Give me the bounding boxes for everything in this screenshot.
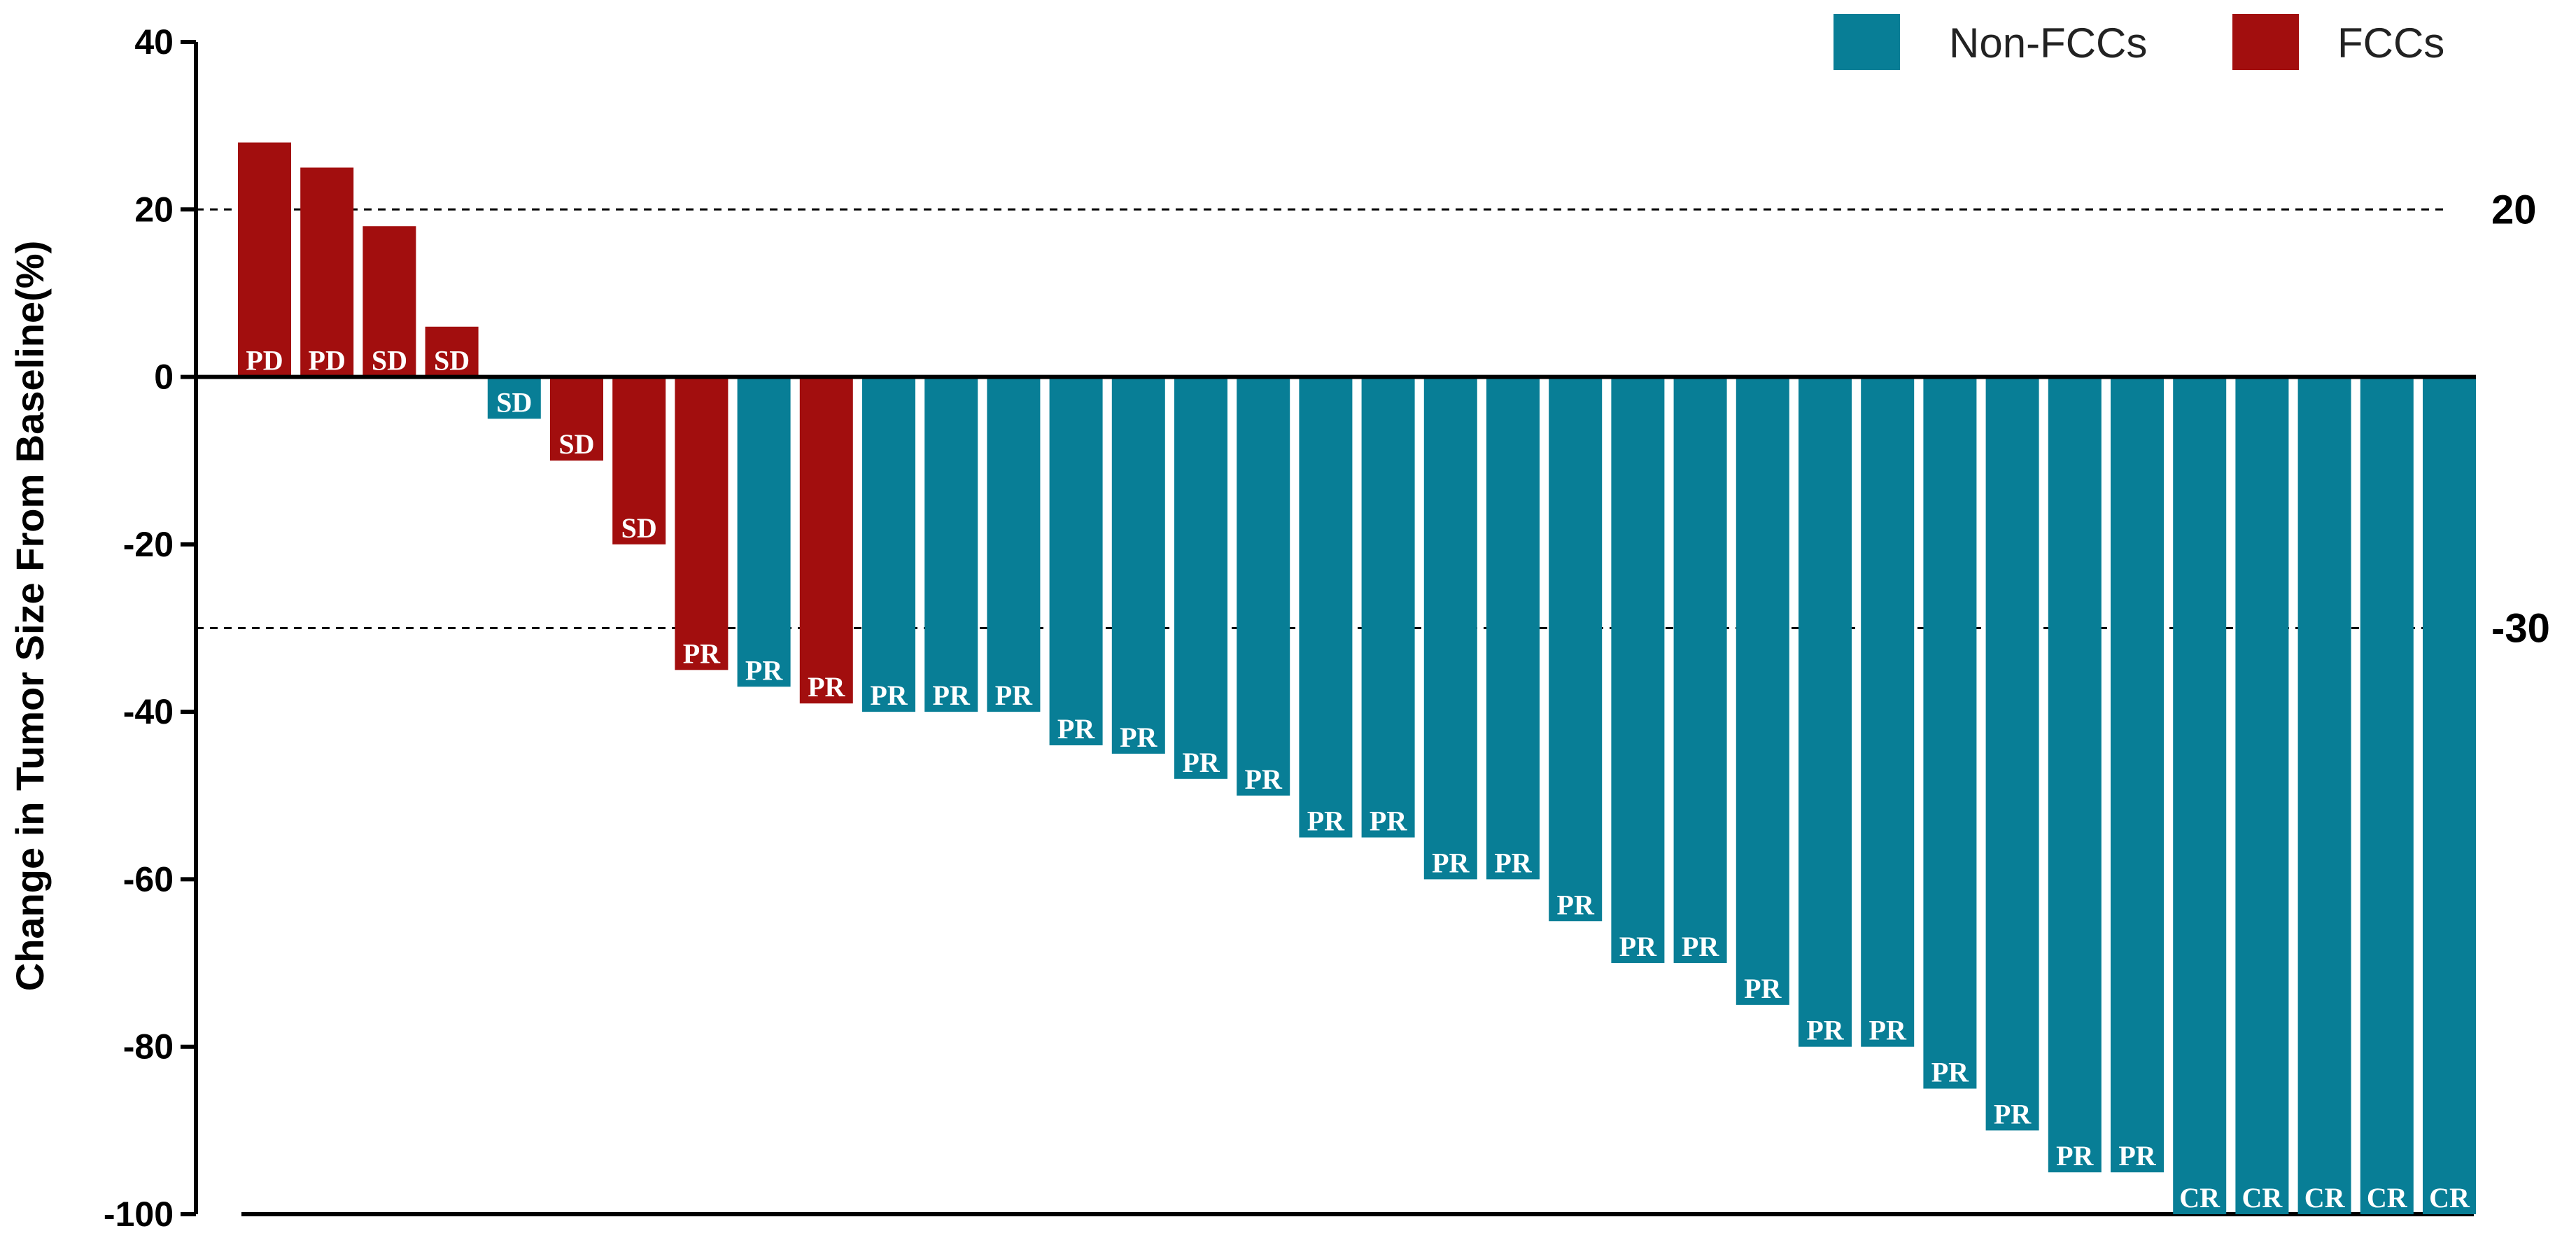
bar xyxy=(238,142,291,377)
bar xyxy=(1361,377,1415,838)
y-tick-label: -40 xyxy=(123,692,174,731)
bar xyxy=(300,167,354,377)
bar xyxy=(487,377,541,419)
bar xyxy=(1237,377,1290,796)
bar xyxy=(1049,377,1103,745)
bar xyxy=(1486,377,1540,880)
bar xyxy=(2360,377,2414,1214)
bar-labels: PD PD SD SD SD SD SD PR PR PR PR PR PR PR PR PR PR PR PR PR… xyxy=(246,345,2470,1214)
bar-label: CR xyxy=(2367,1182,2408,1214)
bar-label: PR xyxy=(995,680,1033,711)
y-tick-label: -60 xyxy=(123,859,174,899)
bar-label: CR xyxy=(2304,1182,2346,1214)
bar xyxy=(1549,377,1603,922)
bar xyxy=(924,377,978,712)
bar xyxy=(675,377,729,670)
y-axis: 40 20 0 -20 -40 -60 -80 -100 xyxy=(104,22,2474,1234)
bar-label: PR xyxy=(1307,806,1345,837)
bar xyxy=(2423,377,2476,1214)
bar-label: PR xyxy=(2118,1140,2156,1172)
bar xyxy=(1611,377,1665,964)
bar-label: PR xyxy=(683,638,721,669)
bar xyxy=(1174,377,1227,779)
bar xyxy=(1736,377,1789,1005)
legend-swatch xyxy=(1834,14,1900,70)
y-axis-label: Change in Tumor Size From Baseline(%) xyxy=(8,241,52,991)
bar-label: PR xyxy=(1806,1015,1844,1046)
bar-label: PR xyxy=(1432,847,1470,878)
bar-label: PR xyxy=(870,680,908,711)
bar-label: CR xyxy=(2242,1182,2283,1214)
bar xyxy=(1799,377,1852,1047)
legend-label: Non-FCCs xyxy=(1949,20,2147,66)
bar-label: SD xyxy=(372,345,407,377)
bar-label: PR xyxy=(1557,889,1595,920)
bar xyxy=(799,377,853,704)
bar-label: PR xyxy=(1494,847,1532,878)
bar-label: SD xyxy=(496,386,532,418)
legend: Non-FCCs FCCs xyxy=(1834,14,2444,70)
bar xyxy=(550,377,603,461)
bar xyxy=(1861,377,1915,1047)
bar-label: CR xyxy=(2179,1182,2220,1214)
bar-label: PR xyxy=(745,654,783,686)
bar-label: PR xyxy=(1619,931,1657,962)
bar-label: PR xyxy=(2056,1140,2094,1172)
y-tick-label: 0 xyxy=(154,358,174,397)
y-tick-label: -80 xyxy=(123,1027,174,1067)
bar xyxy=(1985,377,2039,1131)
bars xyxy=(238,142,2476,1214)
bar-label: SD xyxy=(621,512,657,544)
bar-label: PR xyxy=(1931,1057,1969,1088)
bar xyxy=(737,377,791,687)
bar xyxy=(1423,377,1477,880)
bar-label: PD xyxy=(309,345,346,377)
legend-swatch xyxy=(2232,14,2299,70)
bar-label: PR xyxy=(1370,806,1407,837)
bar xyxy=(2111,377,2164,1173)
bar-label: PR xyxy=(1682,931,1719,962)
bar-label: PD xyxy=(246,345,283,377)
bar-label: PR xyxy=(1120,722,1157,753)
bar xyxy=(987,377,1041,712)
y-tick-label: -100 xyxy=(104,1195,174,1234)
bar xyxy=(612,377,666,544)
bar xyxy=(862,377,915,712)
legend-label: FCCs xyxy=(2337,20,2444,66)
y-tick-label: -20 xyxy=(123,525,174,564)
bar-label: PR xyxy=(933,680,971,711)
bar xyxy=(1673,377,1727,964)
bar xyxy=(2048,377,2102,1173)
reference-line-label: 20 xyxy=(2491,187,2537,232)
y-tick-label: 40 xyxy=(134,22,174,62)
bar xyxy=(1299,377,1353,838)
bar-label: PR xyxy=(1869,1015,1907,1046)
bar-label: PR xyxy=(1744,973,1782,1004)
y-tick-label: 20 xyxy=(134,190,174,229)
bar xyxy=(2297,377,2351,1214)
bar xyxy=(425,326,479,377)
bar-label: PR xyxy=(1057,713,1095,745)
bar xyxy=(1111,377,1165,754)
reference-line-label: -30 xyxy=(2491,606,2550,652)
bar xyxy=(2235,377,2289,1214)
bar xyxy=(1923,377,1977,1089)
bar-label: CR xyxy=(2429,1182,2470,1214)
bar-label: PR xyxy=(1182,747,1220,778)
bar xyxy=(2173,377,2227,1214)
bar-label: PR xyxy=(1245,764,1283,795)
bar-label: PR xyxy=(808,671,845,703)
bar xyxy=(363,226,416,377)
bar-label: SD xyxy=(434,345,470,377)
bar-label: SD xyxy=(558,428,594,460)
bar-label: PR xyxy=(1994,1098,2032,1130)
